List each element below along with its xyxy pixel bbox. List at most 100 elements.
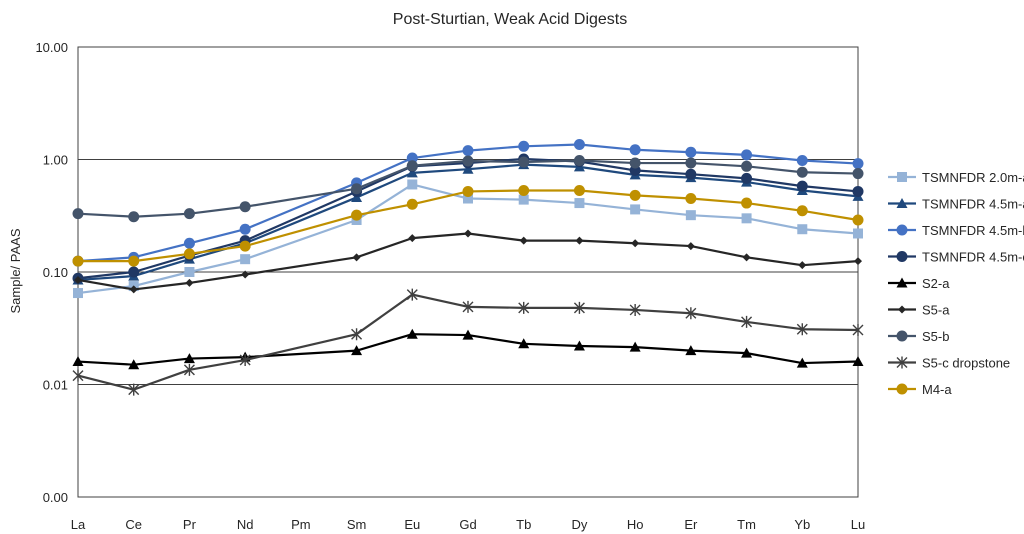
legend-label: S5-b [922, 329, 949, 344]
data-point [685, 193, 697, 205]
data-point [406, 167, 418, 178]
data-point [852, 214, 864, 226]
data-point [72, 208, 84, 220]
data-point [629, 144, 641, 156]
data-point [852, 158, 864, 170]
data-point [408, 234, 417, 243]
series-line [77, 163, 859, 282]
data-point [796, 205, 808, 217]
data-point [685, 345, 697, 356]
data-point [128, 266, 140, 278]
data-point [798, 261, 807, 270]
legend-entry: TSMNFDR 2.0m-a [888, 170, 1024, 185]
data-point [685, 146, 697, 158]
series-line [77, 159, 859, 218]
data-point [462, 329, 474, 340]
data-point [852, 324, 864, 337]
series [72, 154, 864, 223]
y-tick-label: 0.10 [43, 265, 68, 280]
legend-label: S2-a [922, 276, 950, 291]
data-point [183, 208, 195, 220]
series [74, 229, 862, 294]
data-point [518, 185, 530, 197]
data-point [573, 154, 585, 166]
series-line [77, 143, 859, 263]
data-point [898, 305, 906, 314]
data-point [406, 198, 418, 210]
data-point [796, 154, 808, 166]
y-axis-title: Sample/ PAAS [8, 228, 23, 313]
data-point [351, 345, 363, 356]
data-point [241, 270, 250, 279]
data-point [686, 242, 695, 251]
data-point [896, 383, 908, 395]
data-point [573, 340, 585, 351]
chart-title: Post-Sturtian, Weak Acid Digests [393, 11, 627, 28]
data-point [407, 179, 418, 190]
data-point [462, 155, 474, 167]
x-tick-label: Gd [459, 517, 476, 532]
data-point [629, 189, 641, 201]
data-point [239, 240, 251, 252]
data-point [797, 224, 808, 235]
data-point [741, 197, 753, 209]
data-point [796, 180, 808, 192]
legend-label: TSMNFDR 4.5m-a [922, 197, 1024, 212]
legend-entry: M4-a [888, 382, 952, 397]
data-point [406, 328, 418, 339]
data-point [896, 198, 908, 208]
x-tick-label: Sm [347, 517, 367, 532]
data-point [406, 152, 418, 164]
legend-entry: TSMNFDR 4.5m-c [888, 250, 1024, 265]
data-point [183, 248, 195, 260]
data-point [184, 267, 195, 277]
legend-label: TSMNFDR 4.5m-b [922, 223, 1024, 238]
data-point [574, 198, 585, 209]
x-tick-label: Nd [237, 517, 254, 532]
data-point [741, 347, 753, 358]
data-point [72, 369, 84, 382]
x-tick-label: Dy [571, 517, 587, 532]
data-point [796, 323, 808, 336]
data-point [631, 239, 640, 248]
x-tick-label: Ce [125, 517, 142, 532]
data-point [518, 194, 529, 205]
data-point [685, 210, 696, 221]
data-point [742, 253, 751, 262]
x-tick-label: Eu [404, 517, 420, 532]
data-point [575, 236, 584, 245]
data-point [239, 201, 251, 213]
series-line [77, 232, 859, 291]
series-line [78, 189, 859, 263]
data-point [74, 275, 82, 284]
series-lines [72, 138, 864, 396]
data-point [351, 183, 363, 195]
y-tick-label: 0.01 [43, 378, 68, 393]
data-point [128, 359, 140, 370]
legend-label: TSMNFDR 2.0m-a [922, 170, 1024, 185]
data-point [72, 356, 84, 367]
data-point [573, 138, 585, 150]
data-point [183, 237, 195, 249]
data-point [896, 251, 908, 262]
legend-entry: S2-a [888, 276, 950, 291]
data-point [741, 213, 752, 224]
data-point [462, 185, 474, 197]
y-tick-label: 0.00 [43, 490, 68, 505]
data-point [518, 140, 530, 152]
data-point [351, 328, 363, 341]
data-point [741, 160, 753, 172]
x-tick-label: Pm [291, 517, 311, 532]
series-line [77, 183, 859, 295]
x-tick-label: La [71, 517, 86, 532]
data-point [128, 383, 140, 396]
data-point [239, 223, 251, 235]
data-point [741, 149, 753, 161]
data-point [351, 209, 363, 221]
data-point [796, 357, 808, 368]
legend-entry: TSMNFDR 4.5m-b [888, 223, 1024, 238]
data-point [853, 228, 863, 239]
data-point [406, 160, 418, 172]
legend-label: S5-a [922, 303, 950, 318]
